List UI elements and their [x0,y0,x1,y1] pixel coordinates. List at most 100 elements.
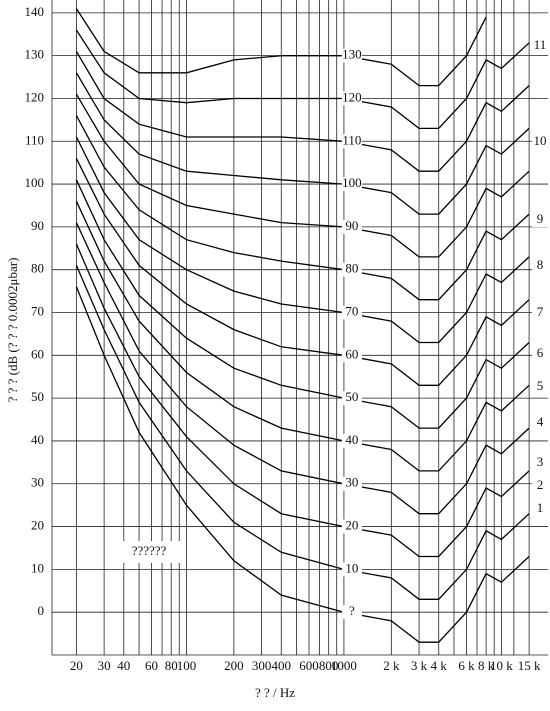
curve [75,115,530,301]
curve [75,200,530,472]
x-tick-label: 8 k [478,658,495,673]
curve-label-bg [341,476,362,491]
y-tick-label: 120 [25,89,45,104]
right-label: 2 [537,477,544,492]
x-tick-label: 80 [165,658,178,673]
curve [75,286,530,643]
right-label-bg [532,456,548,470]
y-tick-label: 140 [25,4,45,19]
right-label-bg [532,347,548,361]
x-tick-label: 1000 [331,658,357,673]
x-tick-label: 3 k [411,658,428,673]
right-label: 8 [537,257,544,272]
curve-label-bg [341,177,362,192]
curve [75,51,530,172]
x-tick-label: 400 [272,658,292,673]
x-tick-label: 600 [299,658,319,673]
right-label: 10 [534,133,547,148]
curve-label: 130 [342,47,362,62]
x-tick-label: 100 [177,658,197,673]
curve-label: 60 [345,346,358,361]
right-label-bg [532,380,548,394]
right-label-bg [532,135,548,149]
curve-label: 90 [345,218,358,233]
x-tick-label: 10 k [490,658,513,673]
y-tick-label: 50 [31,389,44,404]
x-tick-label: 40 [117,658,130,673]
curve-label-bg [341,519,362,534]
curve [75,72,530,215]
curve [75,265,530,600]
right-label: 7 [537,304,544,319]
curve-label-bg [341,562,362,577]
right-label-bg [532,502,548,516]
x-tick-label: 15 k [518,658,541,673]
curve [75,136,530,344]
curve-label: 120 [342,89,362,104]
y-tick-label: 100 [25,175,45,190]
curve-label-bg [341,262,362,277]
curve-label-bg [341,91,362,106]
right-label: 11 [534,37,547,52]
y-tick-label: 90 [31,218,44,233]
curve [75,179,530,429]
curve-label: 10 [345,560,358,575]
curve-label-bg [341,305,362,320]
x-tick-label: 800 [319,658,339,673]
box-label: ?????? [132,543,167,558]
y-tick-label: 80 [31,261,44,276]
curve-label: 50 [345,389,358,404]
y-tick-label: 130 [25,47,45,62]
right-label: 4 [537,414,544,429]
x-tick-label: 60 [145,658,158,673]
x-tick-label: 4 k [431,658,448,673]
right-label-bg [532,416,548,430]
x-tick-label: 6 k [458,658,475,673]
curve-label: 70 [345,304,358,319]
right-label-bg [532,39,548,53]
right-label: 6 [537,345,544,360]
y-tick-label: 10 [31,560,44,575]
curve [75,29,530,130]
right-label: 5 [537,378,544,393]
y-tick-label: 70 [31,304,44,319]
box-bg [112,541,186,563]
right-label-bg [532,306,548,320]
curve [75,93,530,258]
curve-label-bg [341,219,362,234]
x-tick-label: 30 [98,658,111,673]
x-axis-title: ? ? / Hz [255,685,295,700]
curve [75,158,530,386]
y-tick-label: 0 [38,603,45,618]
y-tick-label: 40 [31,432,44,447]
curve [75,8,487,87]
right-label: 9 [537,211,544,226]
curve-label: 40 [345,432,358,447]
curve-label-bg [341,48,362,63]
curve-label-bg [341,391,362,406]
x-tick-label: 20 [70,658,83,673]
curve-label-bg [341,348,362,363]
y-tick-label: 20 [31,518,44,533]
y-axis-title: ? ? ? (dB (? ? ? 0.0002μbar) [5,258,20,403]
curve-label: 110 [342,132,361,147]
curve-label: 80 [345,261,358,276]
right-label-bg [532,479,548,493]
y-tick-label: 110 [25,132,44,147]
x-tick-label: 300 [252,658,272,673]
right-label-bg [532,213,548,227]
x-tick-label: 200 [224,658,244,673]
curve-label-bg [341,433,362,448]
x-tick-label: 2 k [383,658,400,673]
curve-label-bg [341,605,362,620]
curve-label: 20 [345,518,358,533]
curve-label: 100 [342,175,362,190]
curve-label: ? [349,603,355,618]
right-label: 1 [537,500,544,515]
curve-label: 30 [345,475,358,490]
y-tick-label: 30 [31,475,44,490]
y-tick-label: 60 [31,346,44,361]
curve [75,243,530,558]
right-label-bg [532,259,548,273]
